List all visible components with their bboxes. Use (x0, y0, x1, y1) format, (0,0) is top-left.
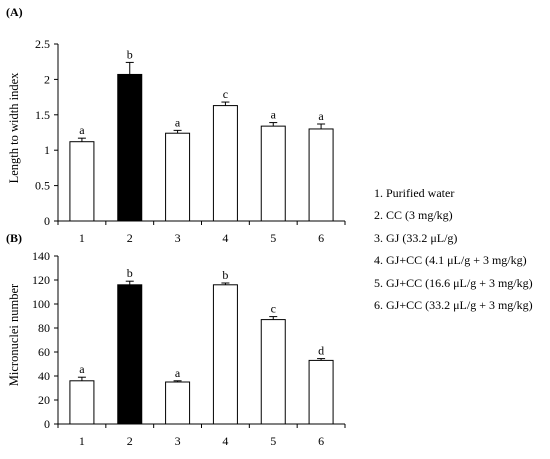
panel-a-y-tick-label: 0.5 (35, 179, 50, 193)
panel-a-x-tick-label-6: 6 (318, 231, 324, 245)
panel-b-y-tick-label: 0 (44, 417, 50, 431)
panel-a-x-tick-label-1: 1 (79, 231, 85, 245)
panel-b-bar-4 (212, 284, 238, 425)
panel-b-x-tick-label-5: 5 (270, 434, 276, 448)
panel-b-label: (B) (6, 231, 22, 245)
panel-a-y-tick-label: 2.5 (35, 37, 50, 51)
panel-b-x-tick-label-1: 1 (79, 434, 85, 448)
panel-a-y-tick-label: 0 (44, 214, 50, 228)
legend-item-5: 5. GJ+CC (16.6 μL/g + 3 mg/kg) (374, 276, 533, 290)
panel-a-bar-3 (165, 132, 191, 222)
panel-a-x-tick-label-2: 2 (127, 231, 133, 245)
panel-b-x-tick-label-3: 3 (175, 434, 181, 448)
panel-a-bar-6 (308, 128, 334, 222)
panel-a-bar-5 (260, 125, 286, 222)
panel-a-y-tick-label: 1 (44, 143, 50, 157)
panel-b-y-tick-label: 40 (38, 369, 50, 383)
panel-a: (A) Length to width index 0 0.5 1 1.5 2 2.5 a 1… (6, 5, 346, 245)
panel-b-y-tick-label: 80 (38, 321, 50, 335)
panel-b-y-tick-label: 120 (32, 273, 50, 287)
panel-b-y-tick-label: 60 (38, 345, 50, 359)
panel-b-sig-label-3: a (175, 366, 181, 380)
panel-a-y-axis-title: Length to width index (7, 72, 21, 183)
legend-item-3: 3. GJ (33.2 μL/g) (374, 231, 457, 245)
panel-b-sig-label-2: b (127, 266, 133, 280)
panel-a-bar-1 (69, 141, 95, 222)
panel-b-bar-2 (117, 284, 143, 425)
legend-item-1: 1. Purified water (374, 186, 454, 200)
panel-b-sig-label-1: a (79, 362, 85, 376)
panel-b-sig-label-5: c (271, 302, 276, 316)
panel-a-x-tick-label-3: 3 (175, 231, 181, 245)
panel-b-bar-1 (69, 380, 95, 425)
legend-item-2: 2. CC (3 mg/kg) (374, 208, 453, 222)
panel-b-y-axis-title: Micronuclei number (7, 283, 21, 386)
panel-b-y-tick-label: 20 (38, 393, 50, 407)
panel-a-x-tick-label-5: 5 (270, 231, 276, 245)
panel-b-x-tick-label-2: 2 (127, 434, 133, 448)
panel-b-y-tick-label: 140 (32, 249, 50, 263)
panel-a-sig-label-1: a (79, 123, 85, 137)
panel-b-x-tick-label-6: 6 (318, 434, 324, 448)
panel-a-sig-label-2: b (127, 47, 133, 61)
legend-item-4: 4. GJ+CC (4.1 μL/g + 3 mg/kg) (374, 253, 527, 267)
panel-a-sig-label-3: a (175, 115, 181, 129)
panel-a-y-tick-label: 1.5 (35, 108, 50, 122)
panel-b-bar-5 (260, 319, 286, 425)
panel-a-bar-4 (212, 105, 238, 222)
legend: 1. Purified water 2. CC (3 mg/kg) 3. GJ … (374, 186, 533, 312)
panel-b: (B) Micronuclei number 02040608010012014… (6, 231, 346, 448)
panel-b-sig-label-4: b (222, 268, 228, 282)
panel-b-x-tick-label-4: 4 (222, 434, 228, 448)
panel-a-sig-label-4: c (223, 87, 228, 101)
panel-a-y-tick-label: 2 (44, 72, 50, 86)
panel-b-bar-3 (165, 381, 191, 425)
panel-b-y-tick-label: 100 (32, 297, 50, 311)
panel-b-sig-label-6: d (318, 344, 324, 358)
panel-b-bar-6 (308, 359, 334, 425)
panel-a-x-tick-label-4: 4 (222, 231, 228, 245)
panel-a-bar-2 (117, 73, 143, 222)
panel-a-sig-label-6: a (318, 109, 324, 123)
panel-a-label: (A) (6, 5, 23, 19)
panel-a-sig-label-5: a (271, 108, 277, 122)
legend-item-6: 6. GJ+CC (33.2 μL/g + 3 mg/kg) (374, 298, 533, 312)
